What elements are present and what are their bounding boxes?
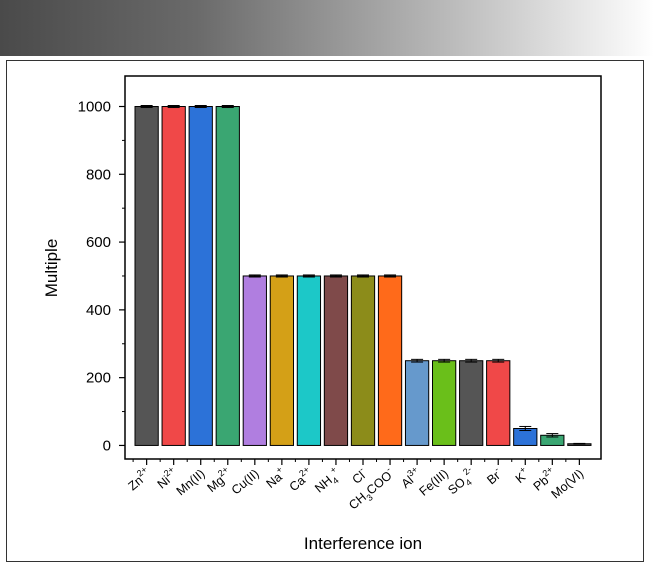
bars [134, 104, 592, 446]
y-tick-label: 200 [86, 370, 111, 387]
bar [404, 360, 430, 446]
y-axis: 0 200 400 600 800 1000 [78, 99, 125, 454]
bar [377, 275, 403, 446]
bar [296, 275, 322, 446]
x-tick-label: K+ [511, 464, 532, 486]
x-tick-label: Al3+ [397, 464, 424, 491]
x-tick-label: Zn2+ [124, 464, 154, 493]
x-axis-title: Interference ion [304, 534, 422, 553]
bar [242, 275, 267, 446]
bar [350, 275, 376, 446]
x-tick-label: Cl- [348, 464, 370, 487]
x-axis: Zn2+Ni2+Mn(II)Mg2+Cu(II) Na+Ca2+NH4+ Cl-CH… [124, 459, 586, 514]
y-tick-label: 0 [103, 437, 111, 454]
bar [161, 106, 186, 446]
y-tick-label: 400 [86, 302, 111, 319]
bar [134, 106, 159, 446]
x-tick-label: Ca2+ [285, 464, 316, 494]
x-tick-label: Na+ [262, 464, 289, 491]
x-tick-label: NH4+ [310, 464, 345, 498]
x-tick-label: Fe(III) [417, 467, 452, 499]
figure-frame: 0 200 400 600 800 1000 Zn2+ Ni2+ Mn(II) Mg2+ Cu(I… [6, 60, 644, 562]
bar-chart: 0 200 400 600 800 1000 Zn2+Ni2+Mn(II)Mg2+Cu(I… [42, 75, 602, 553]
bar [188, 106, 213, 446]
x-tick-label: SO42- [443, 464, 480, 499]
bar [486, 360, 511, 446]
y-tick-label: 600 [86, 234, 111, 251]
x-tick-label: CH3COO- [344, 464, 399, 514]
bar [432, 360, 457, 446]
bar [459, 360, 484, 446]
bar [323, 275, 349, 446]
bar [215, 106, 240, 446]
y-tick-label: 1000 [78, 99, 111, 116]
y-tick-label: 800 [86, 166, 111, 183]
x-tick-label: Br- [482, 464, 505, 487]
bar [269, 275, 294, 446]
bar [513, 427, 538, 446]
y-axis-title: Multiple [42, 239, 61, 298]
x-tick-label: Mn(II) [174, 467, 208, 499]
x-tick-label: Cu(II) [229, 467, 262, 498]
x-tick-label: Mg2+ [203, 464, 235, 495]
header-banner [0, 0, 654, 56]
